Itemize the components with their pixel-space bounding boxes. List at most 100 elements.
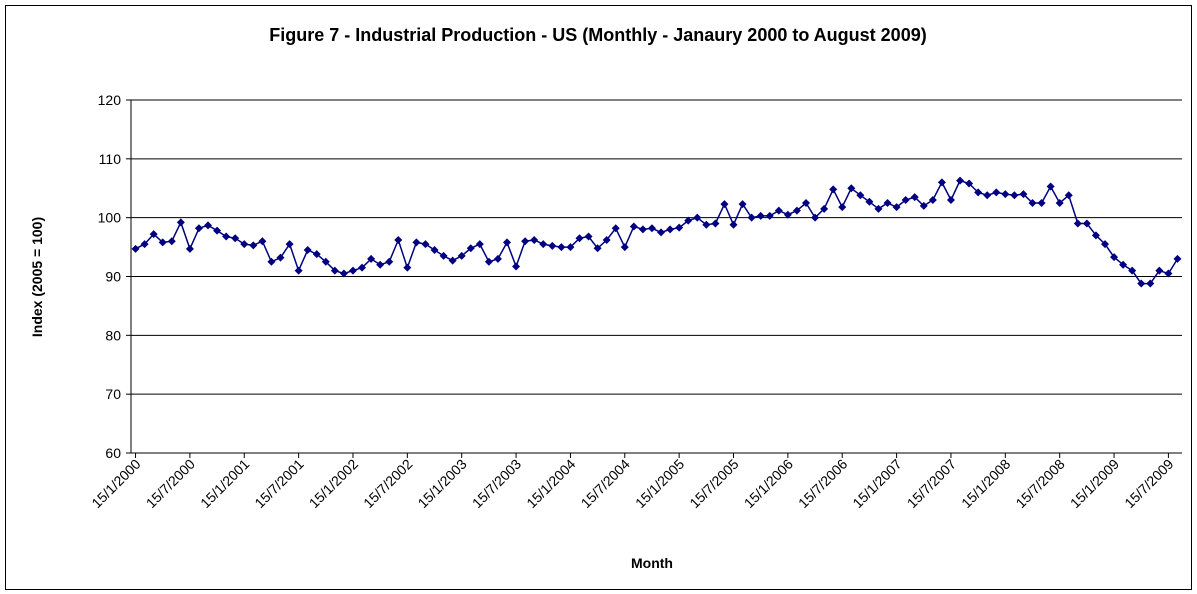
marker	[765, 211, 774, 220]
marker	[158, 238, 167, 247]
marker	[584, 232, 593, 241]
marker	[530, 236, 539, 245]
marker	[711, 219, 720, 228]
marker	[358, 263, 367, 272]
marker	[892, 203, 901, 212]
y-axis-label: Index (2005 = 100)	[29, 217, 45, 337]
marker	[475, 240, 484, 249]
marker	[240, 240, 249, 249]
marker	[1019, 190, 1028, 199]
marker	[1128, 266, 1137, 275]
marker	[1055, 198, 1064, 207]
marker	[647, 224, 656, 233]
marker	[1137, 279, 1146, 288]
marker	[312, 250, 321, 259]
marker	[838, 203, 847, 212]
marker	[258, 237, 267, 246]
marker	[249, 241, 258, 250]
marker	[548, 241, 557, 250]
marker	[367, 254, 376, 263]
marker	[729, 220, 738, 229]
marker	[557, 243, 566, 252]
y-tick-label: 70	[105, 386, 121, 402]
y-tick-label: 80	[105, 327, 121, 343]
marker	[1119, 260, 1128, 269]
marker	[983, 191, 992, 200]
marker	[792, 206, 801, 215]
marker	[602, 236, 611, 245]
marker	[1037, 198, 1046, 207]
marker	[167, 237, 176, 246]
marker	[974, 188, 983, 197]
marker	[783, 210, 792, 219]
marker	[294, 266, 303, 275]
marker	[267, 257, 276, 266]
y-tick-label: 120	[98, 92, 122, 108]
marker	[747, 213, 756, 222]
marker	[1091, 231, 1100, 240]
marker	[1046, 182, 1055, 191]
marker	[484, 257, 493, 266]
marker	[566, 243, 575, 252]
y-tick-label: 110	[99, 151, 122, 167]
chart-title: Figure 7 - Industrial Production - US (M…	[269, 25, 926, 45]
marker	[222, 232, 231, 241]
marker	[883, 198, 892, 207]
marker	[937, 178, 946, 187]
marker	[820, 204, 829, 213]
marker	[330, 266, 339, 275]
marker	[149, 230, 158, 239]
marker	[720, 200, 729, 209]
marker	[303, 246, 312, 255]
marker	[457, 251, 466, 260]
marker	[1073, 219, 1082, 228]
marker	[629, 222, 638, 231]
marker	[738, 200, 747, 209]
marker	[1146, 279, 1155, 288]
marker	[620, 243, 629, 252]
marker	[140, 240, 149, 249]
marker	[575, 234, 584, 243]
marker	[801, 198, 810, 207]
marker	[131, 244, 140, 253]
marker	[385, 257, 394, 266]
y-tick-label: 60	[105, 445, 121, 461]
marker	[204, 221, 213, 230]
marker	[185, 244, 194, 253]
marker	[285, 240, 294, 249]
marker	[512, 262, 521, 271]
marker	[466, 244, 475, 253]
marker	[339, 269, 348, 278]
marker	[865, 197, 874, 206]
marker	[231, 234, 240, 243]
marker	[1155, 266, 1164, 275]
marker	[448, 256, 457, 265]
marker	[439, 251, 448, 260]
marker	[1010, 191, 1019, 200]
marker	[928, 196, 937, 205]
marker	[946, 196, 955, 205]
y-tick-label: 90	[105, 269, 121, 285]
marker	[856, 191, 865, 200]
marker	[910, 193, 919, 202]
marker	[774, 206, 783, 215]
marker	[666, 225, 675, 234]
marker	[539, 240, 548, 249]
marker	[1173, 254, 1182, 263]
marker	[430, 246, 439, 255]
marker	[1100, 240, 1109, 249]
marker	[756, 211, 765, 220]
marker	[412, 238, 421, 247]
marker	[693, 213, 702, 222]
marker	[348, 266, 357, 275]
marker	[992, 188, 1001, 197]
marker	[394, 236, 403, 245]
marker	[847, 184, 856, 193]
marker	[956, 176, 965, 185]
marker	[276, 253, 285, 262]
marker	[493, 254, 502, 263]
chart-border	[5, 5, 1192, 590]
marker	[702, 220, 711, 229]
marker	[421, 240, 430, 249]
